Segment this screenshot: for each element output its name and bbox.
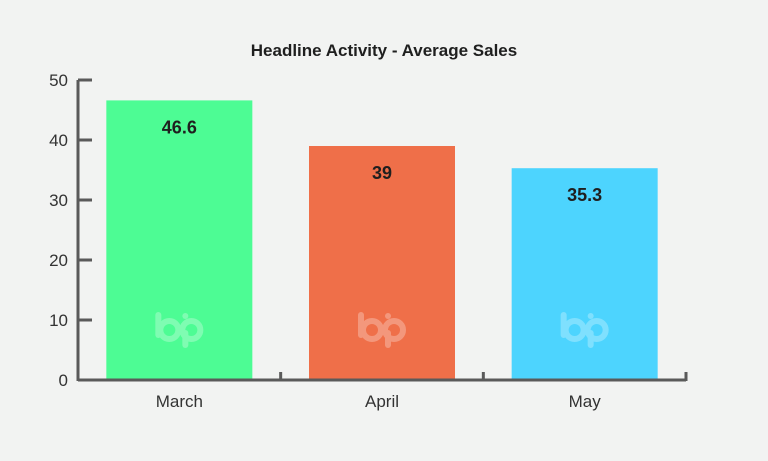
x-tick-label-march: March: [156, 392, 203, 411]
data-label-april: 39: [372, 163, 392, 183]
y-tick-label-0: 0: [59, 371, 68, 390]
bar-march: [106, 100, 253, 381]
y-tick-label-10: 10: [49, 311, 68, 330]
y-tick-label-40: 40: [49, 131, 68, 150]
data-label-march: 46.6: [162, 117, 197, 137]
watermark-logo-icon: [155, 312, 204, 348]
axes: 0 10 20 30 40 50 March April May: [49, 71, 688, 411]
bars-layer: 46.6 39 35.3: [106, 100, 658, 381]
y-tick-label-50: 50: [49, 71, 68, 90]
y-tick-label-20: 20: [49, 251, 68, 270]
bar-april: [309, 146, 455, 380]
x-tick-label-april: April: [365, 392, 399, 411]
watermark-logo-icon: [358, 312, 406, 348]
bar-may: [511, 168, 658, 380]
watermark-logo-icon: [560, 312, 609, 348]
x-tick-label-may: May: [569, 392, 602, 411]
y-tick-label-30: 30: [49, 191, 68, 210]
chart-title: Headline Activity - Average Sales: [251, 41, 517, 60]
data-label-may: 35.3: [567, 185, 602, 205]
